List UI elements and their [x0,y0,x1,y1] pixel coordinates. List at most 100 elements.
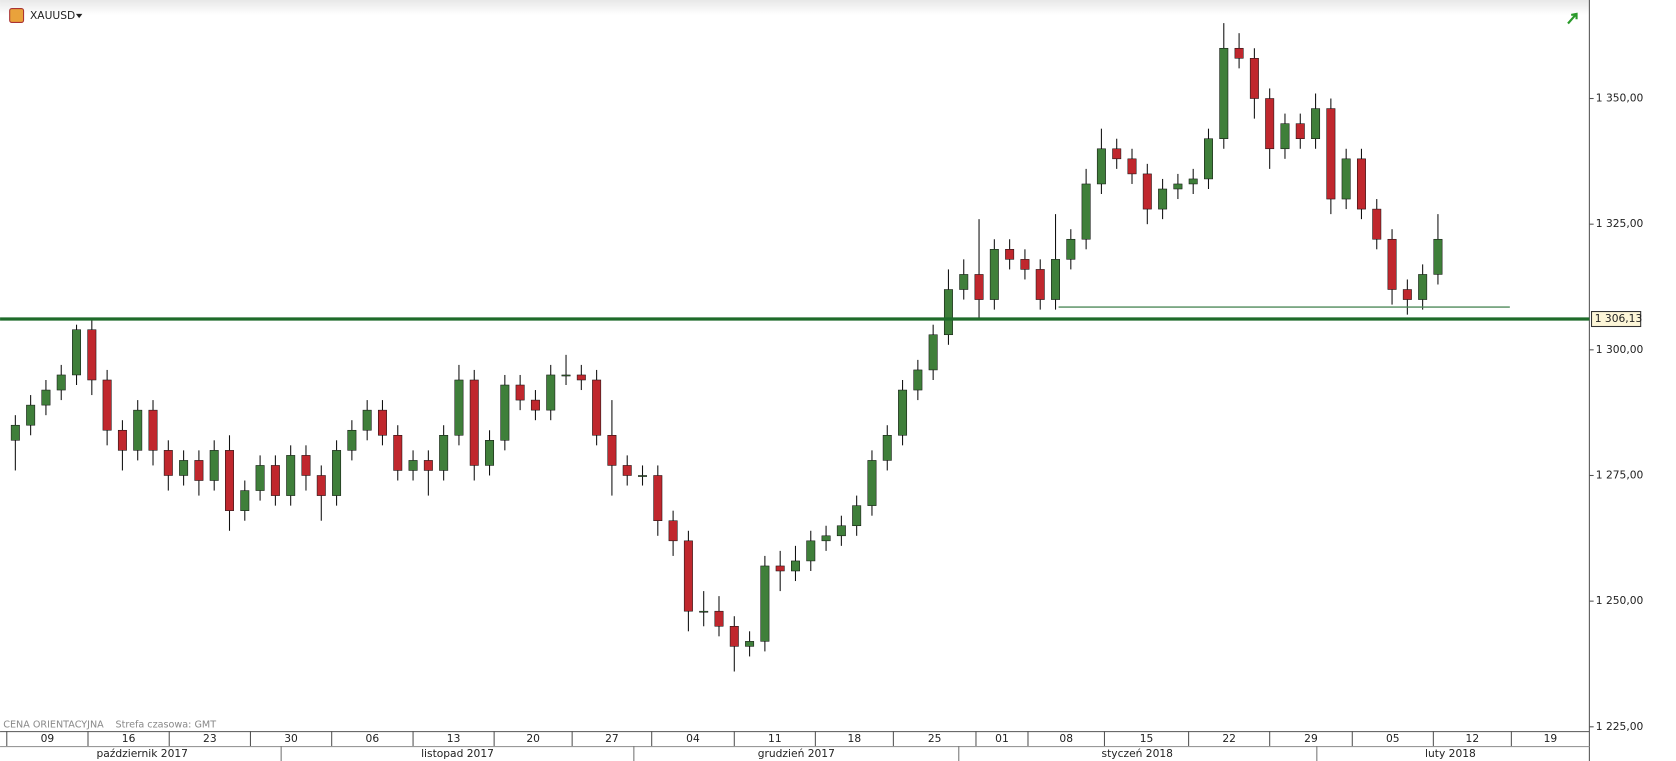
footer-price-note: CENA ORIENTACYJNA [3,720,104,731]
candle-body [806,540,816,562]
candle-body [439,435,449,471]
candle-body [576,374,586,381]
candle-body [959,274,969,290]
x-tick-label: 23 [203,732,217,745]
candle-body [1280,123,1290,150]
candle-body [1372,208,1382,240]
candle-body [408,460,418,471]
candle-body [882,435,892,461]
candle-body [332,450,342,496]
footer-timezone: Strefa czasowa: GMT [115,720,216,731]
candle-body [423,460,433,471]
y-tick-label: 1 325,00 [1596,217,1644,230]
candle-body [1005,249,1015,260]
x-tick-label: 20 [526,732,540,745]
candle-body [1127,158,1137,175]
candle-body [393,435,403,471]
candle-body [546,374,556,411]
candle-body [607,435,617,466]
trend-icon[interactable] [1567,12,1578,25]
candle-body [362,409,372,431]
candle-body [209,450,219,481]
candle-body [913,369,923,391]
candle-body [791,560,800,572]
candle-body [117,429,127,451]
candle-body [638,475,647,477]
candle-body [1311,108,1321,139]
x-tick-label: 05 [1386,732,1400,745]
candle-body [714,610,724,627]
y-tick-label: 1 275,00 [1596,468,1644,481]
candle-body [898,389,908,436]
candle-body [760,565,770,642]
candle-body [72,329,82,376]
candle-body [1204,138,1213,180]
candle-body [1234,47,1244,59]
x-tick-label: 11 [768,732,782,745]
candle-body [87,329,97,381]
candle-body [1219,47,1229,139]
candle-body [1356,158,1366,210]
x-tick-label: 01 [995,732,1009,745]
candle-body [469,379,479,466]
level-label: 1 306,13 [1595,312,1643,325]
x-tick-label: 30 [284,732,298,745]
candle-body [1249,58,1259,99]
candle-body [1433,238,1443,275]
candle-body [653,475,663,521]
candle-body [240,490,250,511]
candle-body [225,450,234,511]
symbol-icon[interactable] [9,8,25,23]
candle-body [1173,183,1183,190]
candle-body [561,374,571,377]
candle-body [1112,148,1122,160]
candle-body [515,384,525,401]
candle-body [1066,238,1076,260]
month-label: styczeń 2018 [1102,747,1174,760]
candle-body [500,384,510,441]
y-tick-label: 1 225,00 [1596,720,1644,733]
level-label-box [1590,311,1642,328]
x-tick-label: 06 [366,732,380,745]
candle-body [974,274,984,300]
candle-body [1158,188,1168,210]
candle-body [1326,108,1336,200]
candle-body [286,455,296,496]
candle-body [867,460,877,506]
x-tick-label: 16 [122,732,136,745]
symbol[interactable]: XAUUSD [30,9,75,22]
x-tick-label: 19 [1544,732,1558,745]
x-tick-label: 09 [41,732,55,745]
candle-body [836,525,846,537]
y-tick-label: 1 300,00 [1596,343,1644,356]
candle-body [1142,173,1152,210]
candle-body [683,540,693,612]
x-tick-label: 08 [1059,732,1073,745]
candle-body [148,409,158,451]
candle-body [729,626,739,647]
candle-body [1341,158,1351,200]
candle-body [989,249,999,300]
candle-body [316,475,326,496]
month-label: październik 2017 [96,747,187,760]
candle-body [347,429,357,451]
symbol-dropdown[interactable] [75,13,83,19]
candle-body [41,389,51,406]
candle-body [821,535,831,542]
candle-body [179,460,189,476]
candle-body [1188,178,1198,185]
candle-body [1418,274,1428,300]
y-tick-label: 1 350,00 [1596,92,1644,105]
candle-body [10,424,20,441]
candle-body [163,450,173,476]
month-label: grudzień 2017 [758,747,835,760]
candle-body [530,399,540,411]
candle-body [928,334,938,371]
month-label: listopad 2017 [421,747,494,760]
candle-body [668,520,678,542]
x-tick-label: 13 [447,732,461,745]
candle-body [133,409,143,451]
x-tick-label: 15 [1140,732,1154,745]
